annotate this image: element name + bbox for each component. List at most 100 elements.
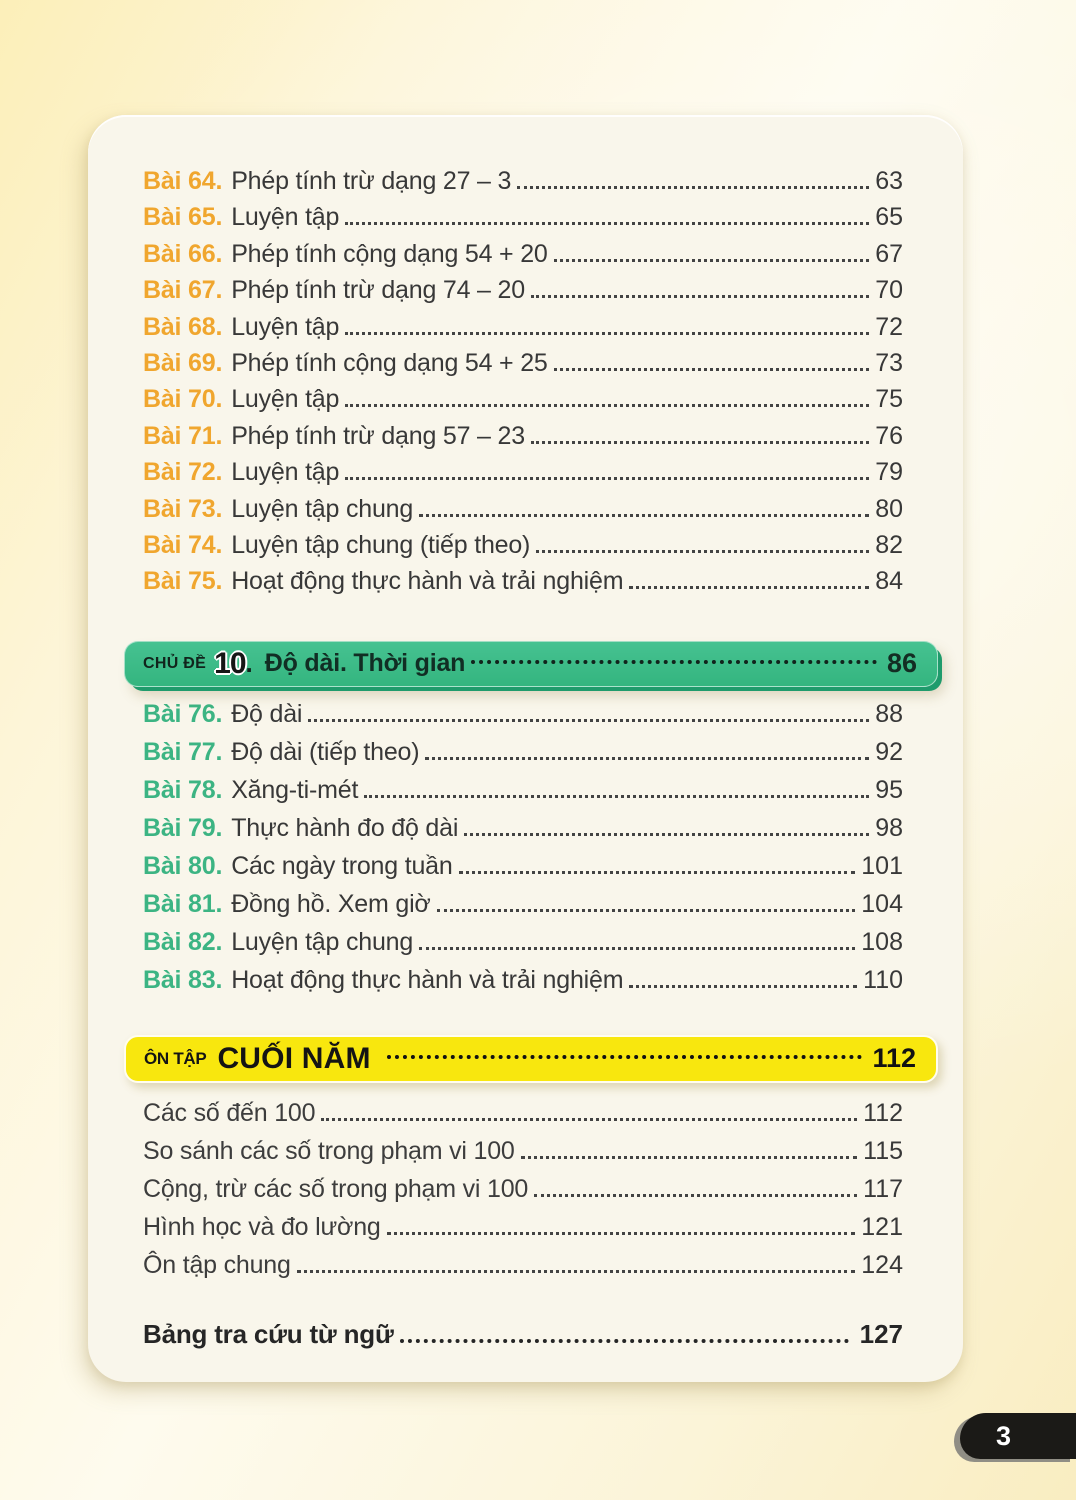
page-number: 3 [996,1420,1012,1451]
toc-entry: Bài 78. Xăng-ti-mét 95 [143,776,903,814]
page-number: 98 [875,813,903,842]
lesson-number-label: Bài 70. [143,385,223,414]
toc-entry: Cộng, trừ các số trong phạm vi 100 117 [143,1175,903,1213]
dot-leader [458,870,856,874]
dot-leader [345,331,870,335]
lesson-title: Phép tính trừ dạng 27 – 3 [231,167,512,195]
dot-leader [436,908,856,912]
lesson-title: Xăng-ti-mét [231,775,359,804]
toc-entry: Bài 83. Hoạt động thực hành và trải nghi… [143,966,903,1004]
page-number: 104 [861,889,903,918]
page-number: 63 [875,167,903,195]
toc-entry: Bài 71. Phép tính trừ dạng 57 – 23 76 [143,422,903,458]
toc-entry: Bài 67. Phép tính trừ dạng 74 – 20 70 [143,276,903,312]
lesson-number-label: Bài 83. [143,965,223,994]
lesson-title: Phép tính trừ dạng 74 – 20 [231,276,525,305]
page-number: 95 [875,775,903,804]
dot-leader [419,946,856,950]
page-number: 112 [863,1098,903,1127]
lesson-number-label: Bài 82. [143,927,223,956]
review-topic-list: Các số đến 100 112 So sánh các số trong … [143,1099,903,1289]
lesson-title: Các ngày trong tuần [231,851,453,880]
lesson-title: Hoạt động thực hành và trải nghiệm [231,965,624,994]
dot-leader [345,404,870,408]
review-banner: ÔN TẬP CUỐI NĂM 112 [124,1034,938,1083]
chapter-title: Độ dài. Thời gian [264,649,466,678]
toc-entry: Bài 80. Các ngày trong tuần 101 [143,852,903,890]
toc-entry: Bài 70. Luyện tập 75 [143,385,903,421]
lesson-title: Luyện tập [231,312,340,341]
lesson-title: Luyện tập [231,203,340,232]
page-number: 75 [875,385,903,414]
toc-entry: Bài 66. Phép tính cộng dạng 54 + 20 67 [143,240,903,276]
page-number: 92 [875,737,903,766]
lesson-title: So sánh các số trong phạm vi 100 [143,1136,515,1165]
page-number: 65 [875,203,903,232]
page-number: 82 [875,530,903,559]
chapter-number: 10 [214,646,246,680]
page-number: 108 [861,927,903,956]
toc-entry: Bài 82. Luyện tập chung 108 [143,928,903,966]
lesson-number-label: Bài 69. [143,348,223,377]
dot-leader [553,367,870,371]
page-number: 67 [875,239,903,268]
dot-leader [464,832,870,836]
lesson-number-label: Bài 73. [143,494,223,523]
dot-leader [530,440,870,444]
toc-entry: Các số đến 100 112 [143,1099,903,1137]
lesson-title: Phép tính trừ dạng 57 – 23 [231,421,525,450]
page-number: 124 [861,1250,903,1279]
dot-leader [471,660,877,665]
dot-leader [534,1193,858,1197]
page-number: 110 [863,965,903,994]
glossary-page-number: 127 [859,1318,903,1349]
page-number: 79 [875,458,903,487]
lesson-number-label: Bài 72. [143,458,223,487]
toc-card: Bài 64. Phép tính trừ dạng 27 – 3 63 Bài… [88,115,963,1382]
lesson-title: Luyện tập chung (tiếp theo) [231,530,531,559]
toc-entry: Bài 68. Luyện tập 72 [143,313,903,349]
dot-leader [345,222,870,226]
dot-leader [520,1155,858,1159]
lesson-number-label: Bài 80. [143,851,223,880]
chapter-banner: CHỦ ĐỀ 10 . Độ dài. Thời gian 86 [124,640,938,687]
lesson-title: Các số đến 100 [143,1098,316,1127]
page-number: 73 [875,348,903,377]
page-number: 84 [875,567,903,596]
lesson-number-label: Bài 75. [143,567,223,596]
table-of-contents: Bài 64. Phép tính trừ dạng 27 – 3 63 Bài… [88,115,963,1357]
lesson-title: Đồng hồ. Xem giờ [231,889,431,918]
dot-leader [386,1231,856,1235]
lesson-number-label: Bài 77. [143,737,223,766]
chapter-page-number: 86 [886,648,917,679]
lesson-number-label: Bài 64. [143,167,223,195]
lesson-title: Luyện tập [231,458,340,487]
toc-entry: Bài 76. Độ dài 88 [143,700,903,738]
lesson-title: Phép tính cộng dạng 54 + 20 [231,239,548,268]
toc-entry: Ôn tập chung 124 [143,1251,903,1289]
lesson-title: Độ dài (tiếp theo) [231,737,420,766]
dot-leader [629,586,870,590]
lesson-list-chapter10: Bài 76. Độ dài 88 Bài 77. Độ dài (tiếp t… [143,700,903,1004]
lesson-title: Hình học và đo lường [143,1212,381,1241]
page-number: 70 [875,276,903,305]
lesson-number-label: Bài 78. [143,775,223,804]
lesson-number-label: Bài 74. [143,530,223,559]
dot-leader [629,984,858,988]
review-title: CUỐI NĂM [217,1041,371,1075]
dot-leader [386,1055,863,1060]
lesson-title: Luyện tập [231,385,340,414]
toc-entry: Bài 65. Luyện tập 65 [143,203,903,239]
dot-leader [536,549,870,553]
page-number: 80 [875,494,903,523]
toc-entry: Bài 77. Độ dài (tiếp theo) 92 [143,738,903,776]
toc-entry: Bài 81. Đồng hồ. Xem giờ 104 [143,890,903,928]
dot-leader [530,295,870,299]
lesson-title: Phép tính cộng dạng 54 + 25 [231,348,548,377]
lesson-title: Luyện tập chung [231,494,414,523]
lesson-number-label: Bài 65. [143,203,223,232]
dot-leader [517,186,870,189]
toc-entry: Bài 69. Phép tính cộng dạng 54 + 25 73 [143,349,903,385]
lesson-list-chapter9: Bài 64. Phép tính trừ dạng 27 – 3 63 Bài… [143,167,903,604]
review-tag: ÔN TẬP [144,1048,207,1068]
